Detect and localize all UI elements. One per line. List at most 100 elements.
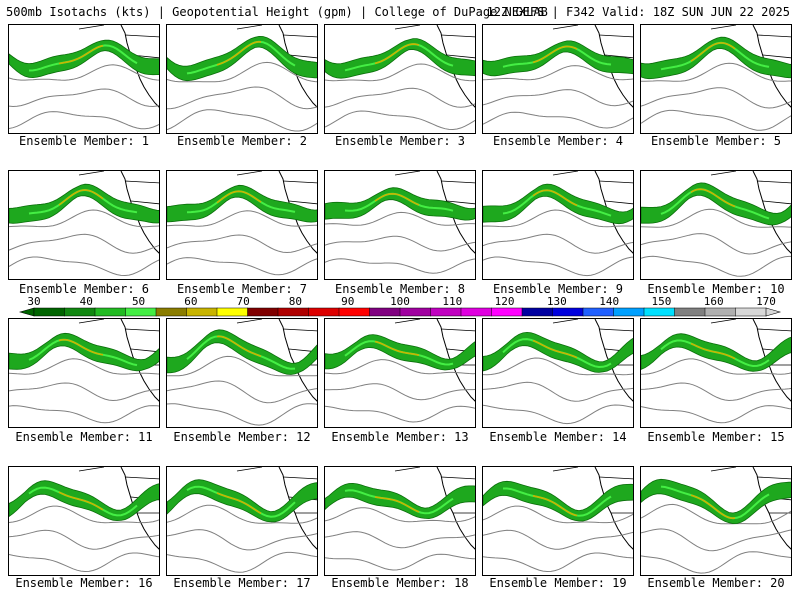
height-contour <box>325 110 475 131</box>
height-contour <box>483 233 633 254</box>
jet-max <box>532 495 578 517</box>
height-contour <box>483 552 633 573</box>
jet-max <box>216 41 262 66</box>
height-contour <box>641 208 791 228</box>
ensemble-panel-8 <box>324 170 476 280</box>
ensemble-panel-10 <box>640 170 792 280</box>
colorbar-tick-label: 50 <box>131 295 146 308</box>
isotach-band <box>167 329 317 375</box>
height-contour <box>641 233 791 255</box>
height-contour <box>325 507 475 523</box>
ensemble-panel-2 <box>166 24 318 134</box>
member-map <box>167 25 317 132</box>
height-contour <box>325 405 475 423</box>
jet-max <box>374 43 420 65</box>
ensemble-panel-9 <box>482 170 634 280</box>
ensemble-panel-20 <box>640 466 792 576</box>
height-contour <box>483 65 633 81</box>
colorbar-tick-label: 130 <box>546 295 567 308</box>
colorbar-tick-label: 140 <box>599 295 620 308</box>
jet-max <box>216 335 262 358</box>
colorbar-segment <box>521 307 554 317</box>
colorbar-segment <box>643 307 676 317</box>
isotach-band <box>325 187 475 221</box>
member-caption: Ensemble Member: 1 <box>18 134 150 148</box>
height-contour <box>9 358 159 375</box>
ensemble-panel-6 <box>8 170 160 280</box>
height-contour <box>325 553 475 571</box>
colorbar-segment <box>338 307 371 317</box>
member-caption: Ensemble Member: 11 <box>15 430 153 444</box>
height-contour <box>483 256 633 277</box>
figure-title: 500mb Isotachs (kts) | Geopotential Heig… <box>6 5 548 19</box>
isotach-band <box>483 183 633 225</box>
figure-header: 500mb Isotachs (kts) | Geopotential Heig… <box>6 4 796 20</box>
run-info: 12Z GEFS | F342 Valid: 18Z SUN JUN 22 20… <box>486 5 790 19</box>
height-contour <box>325 258 475 274</box>
height-contour <box>483 505 633 524</box>
colorbar-tick-label: 90 <box>341 295 355 308</box>
member-caption: Ensemble Member: 8 <box>334 282 466 296</box>
jet-max <box>690 188 736 208</box>
member-caption: Ensemble Member: 14 <box>489 430 627 444</box>
colorbar-high-arrow <box>765 307 782 317</box>
height-contour <box>9 88 159 108</box>
ensemble-panel-19 <box>482 466 634 576</box>
height-contour <box>9 111 159 130</box>
height-contour <box>483 111 633 129</box>
political-borders <box>394 319 475 366</box>
colorbar-segment <box>125 307 157 317</box>
member-caption: Ensemble Member: 6 <box>18 282 150 296</box>
height-contour <box>641 405 791 424</box>
member-caption: Ensemble Member: 15 <box>647 430 785 444</box>
ensemble-panel-5 <box>640 24 792 134</box>
colorbar-segment <box>247 307 279 317</box>
colorbar-tick-label: 60 <box>184 295 198 308</box>
height-contour <box>641 255 791 277</box>
member-map <box>325 319 475 423</box>
height-contour <box>167 257 317 276</box>
jet-max <box>532 189 578 207</box>
member-caption: Ensemble Member: 19 <box>489 576 627 590</box>
colorbar-tick-label: 100 <box>390 295 410 308</box>
political-borders <box>552 171 633 218</box>
height-contour <box>167 355 317 377</box>
member-map <box>641 171 791 277</box>
colorbar-segment <box>308 307 340 317</box>
isotach-band <box>9 183 159 224</box>
political-borders <box>710 171 791 218</box>
colorbar-segment <box>735 307 767 317</box>
height-contour <box>9 233 159 254</box>
member-caption: Ensemble Member: 17 <box>173 576 311 590</box>
isotach-band <box>641 36 791 80</box>
height-contour <box>325 531 475 549</box>
height-contour <box>9 64 159 81</box>
ensemble-panel-16 <box>8 466 160 576</box>
member-map <box>483 467 633 573</box>
isotach-band <box>641 182 791 226</box>
ensemble-panel-3 <box>324 24 476 134</box>
member-caption: Ensemble Member: 9 <box>492 282 624 296</box>
member-map <box>167 171 317 276</box>
jet-max <box>374 192 420 206</box>
ensemble-panel-1 <box>8 24 160 134</box>
member-map <box>9 319 159 424</box>
height-contour <box>9 256 159 277</box>
member-caption: Ensemble Member: 10 <box>647 282 785 296</box>
colorbar-segment <box>399 307 432 317</box>
jet-max <box>58 491 104 511</box>
height-contour <box>325 87 475 108</box>
height-contour <box>641 551 791 574</box>
ensemble-panel-17 <box>166 466 318 576</box>
member-map <box>483 171 633 277</box>
height-contour <box>483 381 633 402</box>
member-map <box>483 319 633 425</box>
member-caption: Ensemble Member: 3 <box>334 134 466 148</box>
jet-max <box>532 339 578 359</box>
height-contour <box>483 357 633 376</box>
height-contour <box>641 358 791 375</box>
member-map <box>641 25 791 131</box>
isotach-band <box>167 184 317 223</box>
height-contour <box>325 63 475 82</box>
jet-max <box>690 494 736 519</box>
